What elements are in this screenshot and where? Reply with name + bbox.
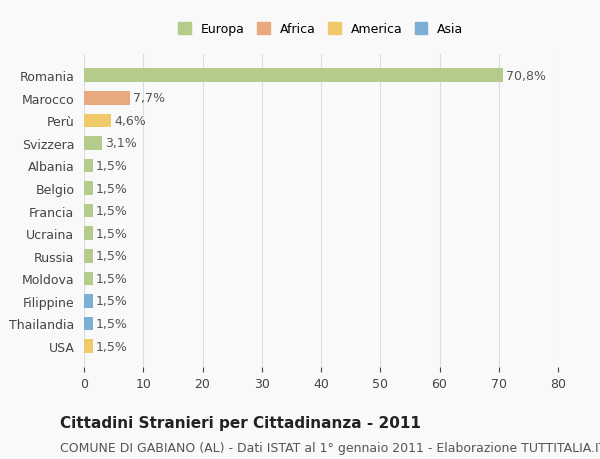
- Text: 3,1%: 3,1%: [106, 137, 137, 150]
- Text: 4,6%: 4,6%: [114, 115, 146, 128]
- Bar: [84, 114, 111, 128]
- Text: 1,5%: 1,5%: [96, 295, 128, 308]
- Text: 7,7%: 7,7%: [133, 92, 164, 105]
- Text: 70,8%: 70,8%: [506, 69, 547, 83]
- Bar: [84, 204, 93, 218]
- Text: 1,5%: 1,5%: [96, 205, 128, 218]
- Text: 1,5%: 1,5%: [96, 272, 128, 285]
- Text: 1,5%: 1,5%: [96, 227, 128, 240]
- Bar: [84, 317, 93, 330]
- Text: 1,5%: 1,5%: [96, 250, 128, 263]
- Legend: Europa, Africa, America, Asia: Europa, Africa, America, Asia: [176, 21, 466, 39]
- Bar: [84, 137, 103, 151]
- Bar: [84, 159, 93, 173]
- Text: 1,5%: 1,5%: [96, 317, 128, 330]
- Bar: [84, 69, 503, 83]
- Bar: [84, 227, 93, 241]
- Bar: [84, 249, 93, 263]
- Bar: [84, 340, 93, 353]
- Text: 1,5%: 1,5%: [96, 340, 128, 353]
- Text: COMUNE DI GABIANO (AL) - Dati ISTAT al 1° gennaio 2011 - Elaborazione TUTTITALIA: COMUNE DI GABIANO (AL) - Dati ISTAT al 1…: [60, 441, 600, 453]
- Text: Cittadini Stranieri per Cittadinanza - 2011: Cittadini Stranieri per Cittadinanza - 2…: [60, 415, 421, 431]
- Bar: [84, 272, 93, 285]
- Bar: [84, 92, 130, 105]
- Bar: [84, 182, 93, 196]
- Text: 1,5%: 1,5%: [96, 160, 128, 173]
- Text: 1,5%: 1,5%: [96, 182, 128, 195]
- Bar: [84, 295, 93, 308]
